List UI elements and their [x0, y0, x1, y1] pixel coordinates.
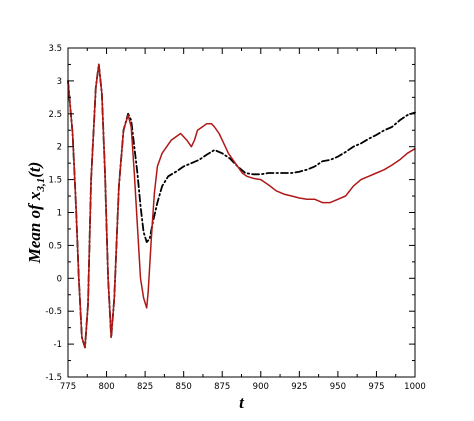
y-tick-label: 3.5 — [48, 44, 62, 54]
x-tick-label: 1000 — [404, 382, 426, 392]
y-tick-label: 1.5 — [48, 176, 62, 186]
y-tick-label: 0.5 — [48, 241, 62, 251]
y-tick-label: 2.5 — [48, 110, 62, 120]
y-axis-title-suffix: (t) — [25, 162, 44, 178]
x-axis-title: t — [239, 393, 245, 412]
x-tick-label: 950 — [330, 382, 346, 392]
x-tick-label: 925 — [291, 382, 307, 392]
y-axis-title: Mean of x3,1(t) — [25, 162, 47, 265]
y-axis-title-variable: x — [25, 191, 44, 201]
y-tick-label: 0 — [57, 274, 62, 284]
y-tick-label: 2 — [57, 143, 62, 153]
x-tick-label: 775 — [60, 382, 76, 392]
tick-layer: 775 800 825 850 875 900 925 950 975 1000 -1.5 -1 -0.… — [45, 44, 425, 392]
y-tick-label: -0.5 — [45, 307, 62, 317]
x-tick-label: 800 — [98, 382, 114, 392]
x-tick-label: 975 — [368, 382, 384, 392]
y-tick-label: -1.5 — [45, 373, 62, 383]
y-tick-label: -1 — [54, 340, 62, 350]
series-line-solid — [67, 63, 416, 349]
x-tick-label: 850 — [176, 382, 192, 392]
y-tick-label: 3 — [57, 77, 62, 87]
x-tick-label: 825 — [137, 382, 153, 392]
y-tick-label: 1 — [57, 209, 62, 219]
y-axis-title-prefix: Mean of — [25, 200, 44, 264]
x-tick-label: 900 — [253, 382, 269, 392]
x-tick-label: 875 — [214, 382, 230, 392]
y-axis-title-subscript: 3,1 — [35, 178, 47, 193]
series-layer — [67, 63, 416, 349]
